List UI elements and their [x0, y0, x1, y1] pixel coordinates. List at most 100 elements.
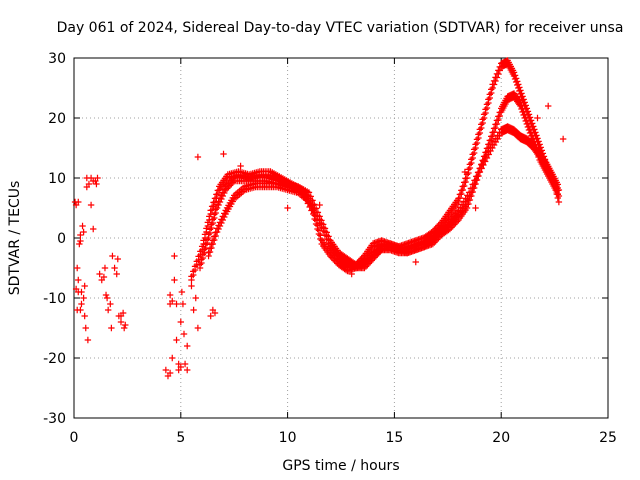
- data-point: [516, 97, 523, 105]
- data-point: [544, 102, 552, 110]
- data-point: [192, 294, 199, 302]
- data-point: [94, 174, 101, 182]
- y-tick-label: -10: [43, 291, 66, 307]
- data-point: [470, 146, 478, 153]
- data-point: [190, 306, 197, 314]
- chart-title: Day 061 of 2024, Sidereal Day-to-day VTE…: [57, 20, 624, 36]
- data-point: [113, 270, 120, 278]
- data-point: [519, 105, 526, 112]
- data-point: [196, 261, 204, 268]
- data-point: [188, 282, 195, 290]
- data-point: [166, 300, 174, 308]
- data-point: [514, 78, 521, 85]
- data-point: [510, 69, 518, 76]
- x-axis-title: GPS time / hours: [282, 458, 399, 474]
- data-point: [78, 300, 85, 308]
- data-point: [78, 288, 85, 296]
- data-point: [472, 204, 479, 212]
- data-point: [483, 101, 491, 108]
- data-point: [520, 108, 527, 115]
- x-tick-label: 0: [70, 430, 79, 446]
- data-point: [559, 135, 567, 143]
- data-point: [117, 312, 125, 320]
- data-point: [312, 209, 320, 216]
- data-point: [194, 153, 202, 161]
- data-point: [412, 258, 419, 266]
- data-point: [516, 84, 523, 91]
- data-point: [87, 201, 95, 209]
- data-point: [486, 91, 494, 98]
- data-point: [77, 231, 84, 239]
- data-point: [201, 246, 208, 253]
- data-point: [309, 202, 316, 209]
- data-point: [203, 236, 211, 243]
- data-point: [122, 321, 129, 329]
- data-point: [212, 206, 219, 213]
- data-point: [482, 106, 489, 113]
- data-point: [181, 360, 189, 368]
- data-point: [102, 291, 110, 299]
- series-gap-scatter: [162, 252, 219, 380]
- data-point: [80, 294, 87, 302]
- data-point: [515, 81, 522, 88]
- data-point: [96, 270, 103, 278]
- data-point: [207, 312, 214, 320]
- x-tick-label: 15: [385, 430, 403, 446]
- data-point: [75, 276, 82, 284]
- data-point: [104, 306, 112, 314]
- data-point: [175, 366, 182, 374]
- data-point: [465, 166, 472, 173]
- data-point: [82, 324, 89, 332]
- data-point: [107, 300, 114, 308]
- data-point: [549, 171, 556, 178]
- data-point: [518, 102, 525, 109]
- data-point: [93, 180, 100, 188]
- data-point: [284, 204, 291, 212]
- data-point: [461, 168, 469, 176]
- data-point: [72, 285, 80, 293]
- data-point: [348, 270, 355, 278]
- data-point: [512, 75, 520, 82]
- data-point: [166, 291, 174, 299]
- data-point: [307, 198, 314, 206]
- data-point: [205, 231, 212, 238]
- series-early-scatter: [71, 174, 129, 344]
- data-point: [528, 132, 536, 139]
- y-tick-label: -30: [43, 411, 66, 427]
- data-point: [305, 195, 313, 202]
- data-point: [526, 126, 534, 133]
- x-tick-labels: 0 5 10 15 20 25: [70, 430, 617, 446]
- y-tick-label: 0: [57, 231, 66, 247]
- data-point: [90, 225, 97, 233]
- data-point: [80, 228, 87, 236]
- data-point: [518, 90, 525, 97]
- data-point: [211, 309, 219, 317]
- data-point: [475, 131, 482, 138]
- data-point: [311, 205, 318, 213]
- data-point: [177, 318, 184, 326]
- data-point: [468, 156, 475, 163]
- data-point: [75, 198, 82, 206]
- data-point: [527, 129, 535, 136]
- data-point: [479, 116, 486, 123]
- data-point: [85, 180, 93, 188]
- data-point: [220, 150, 227, 158]
- data-point: [206, 226, 214, 233]
- data-point: [180, 330, 188, 338]
- data-point: [524, 120, 532, 127]
- x-tick-label: 5: [176, 430, 185, 446]
- data-point: [111, 264, 118, 272]
- data-point: [550, 175, 557, 182]
- data-point: [114, 255, 121, 263]
- data-point: [521, 111, 528, 118]
- data-point: [554, 191, 562, 198]
- data-point: [555, 198, 563, 206]
- data-point: [553, 187, 560, 194]
- data-point: [305, 189, 313, 196]
- data-point: [166, 369, 174, 377]
- data-point: [541, 157, 549, 165]
- data-point: [184, 366, 191, 374]
- data-point: [173, 336, 180, 344]
- data-point: [480, 111, 488, 118]
